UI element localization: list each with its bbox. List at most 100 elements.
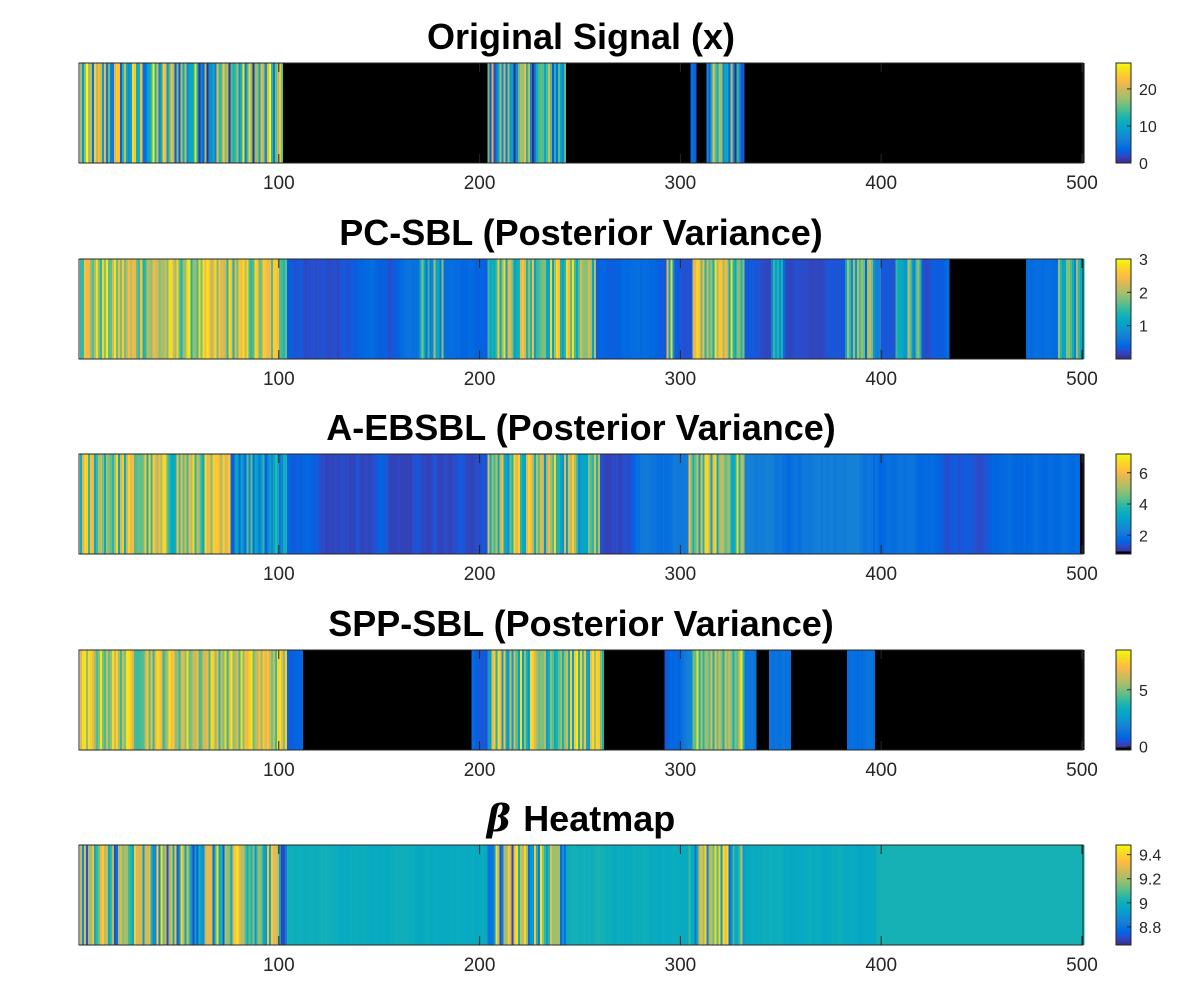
colorbar-cell [1116, 334, 1131, 337]
heatmap-cell [923, 454, 926, 554]
heatmap-cell [913, 650, 916, 750]
colorbar-cell [1116, 659, 1131, 662]
heatmap-cell [857, 454, 860, 554]
heatmap-cell [588, 845, 591, 945]
heatmap-cell [1069, 454, 1073, 554]
heatmap-cell [559, 63, 563, 163]
heatmap-cell [276, 650, 280, 750]
colorbar-cell [1116, 80, 1131, 83]
heatmap-cell [351, 259, 354, 359]
heatmap-cell [262, 259, 266, 359]
heatmap-cell [393, 845, 396, 945]
heatmap-cell [841, 650, 844, 750]
heatmap-cell [503, 259, 507, 359]
heatmap-cell [541, 63, 545, 163]
heatmap-cell [794, 845, 798, 945]
heatmap-cell [760, 259, 764, 359]
heatmap-cell [1001, 63, 1005, 163]
heatmap-cell [373, 454, 376, 554]
heatmap-cell [806, 259, 810, 359]
heatmap-cell [722, 845, 726, 945]
heatmap-cell [800, 454, 804, 554]
heatmap-cell [385, 650, 388, 750]
heatmap-cell [963, 259, 967, 359]
heatmap-cell [222, 63, 226, 163]
heatmap-cell [861, 650, 864, 750]
heatmap-cell [768, 63, 772, 163]
heatmap-cell [839, 845, 842, 945]
heatmap-cell [690, 650, 694, 750]
heatmap-cell [509, 454, 513, 554]
heatmap-cell [409, 650, 412, 750]
colorbar-cell [1116, 743, 1131, 746]
heatmap-cell [212, 454, 216, 554]
heatmap-cell [537, 845, 541, 945]
heatmap-cell [788, 650, 792, 750]
colorbar-cell [1116, 153, 1131, 156]
heatmap-cell [331, 259, 334, 359]
heatmap-cell [905, 650, 908, 750]
heatmap-cell [720, 259, 724, 359]
heatmap-cell [810, 63, 814, 163]
heatmap-cell [341, 259, 344, 359]
heatmap-cell [102, 259, 105, 359]
heatmap-cell [590, 650, 593, 750]
heatmap-cell [1071, 845, 1075, 945]
heatmap-cell [286, 650, 290, 750]
colorbar-cell [1116, 718, 1131, 721]
heatmap-cell [646, 454, 649, 554]
heatmap-cell [1007, 454, 1011, 554]
heatmap-cell [957, 454, 961, 554]
heatmap-cell [222, 845, 226, 945]
heatmap-cell [114, 650, 117, 750]
heatmap-cell [425, 454, 428, 554]
heatmap-cell [359, 650, 362, 750]
heatmap-cell [937, 63, 941, 163]
heatmap-cell [586, 845, 589, 945]
heatmap-cell [475, 63, 479, 163]
heatmap-cell [304, 259, 308, 359]
heatmap-cell [495, 259, 499, 359]
heatmap-cell [945, 454, 949, 554]
heatmap-cell [300, 845, 304, 945]
heatmap-cell [150, 454, 153, 554]
heatmap-cell [1055, 845, 1059, 945]
heatmap-cell [449, 650, 453, 750]
heatmap-cell [919, 650, 922, 750]
colorbar-cell [1116, 529, 1131, 532]
heatmap-cell [921, 650, 924, 750]
heatmap-cell [248, 845, 252, 945]
heatmap-cell [642, 259, 645, 359]
heatmap-cell [668, 259, 671, 359]
heatmap-cell [343, 454, 346, 554]
heatmap-cell [883, 845, 886, 945]
x-tick-label: 300 [665, 173, 697, 194]
heatmap-cell [306, 454, 310, 554]
colorbar-cell [1116, 920, 1131, 923]
heatmap-cell [820, 650, 824, 750]
colorbar-cell [1116, 860, 1131, 863]
heatmap-cell [959, 63, 963, 163]
heatmap-cell [345, 454, 348, 554]
heatmap-cell [843, 454, 846, 554]
heatmap-cell [760, 845, 764, 945]
heatmap-cell [280, 845, 284, 945]
colorbar-cell [1116, 147, 1131, 150]
heatmap-cell [399, 259, 402, 359]
heatmap-cell [228, 650, 232, 750]
heatmap-cell [1031, 650, 1035, 750]
heatmap-cell [437, 650, 441, 750]
heatmap-cell [477, 259, 481, 359]
heatmap-cell [935, 259, 939, 359]
colorbar-cell [1116, 885, 1131, 888]
heatmap-cell [933, 259, 937, 359]
heatmap-cell [1047, 259, 1051, 359]
heatmap-cell [395, 454, 398, 554]
heatmap-cell [871, 845, 874, 945]
heatmap-cell [529, 63, 533, 163]
heatmap-cell [596, 259, 599, 359]
heatmap-cell [814, 63, 818, 163]
heatmap-cell [590, 259, 593, 359]
heatmap-cell [100, 259, 103, 359]
heatmap-cell [415, 650, 418, 750]
